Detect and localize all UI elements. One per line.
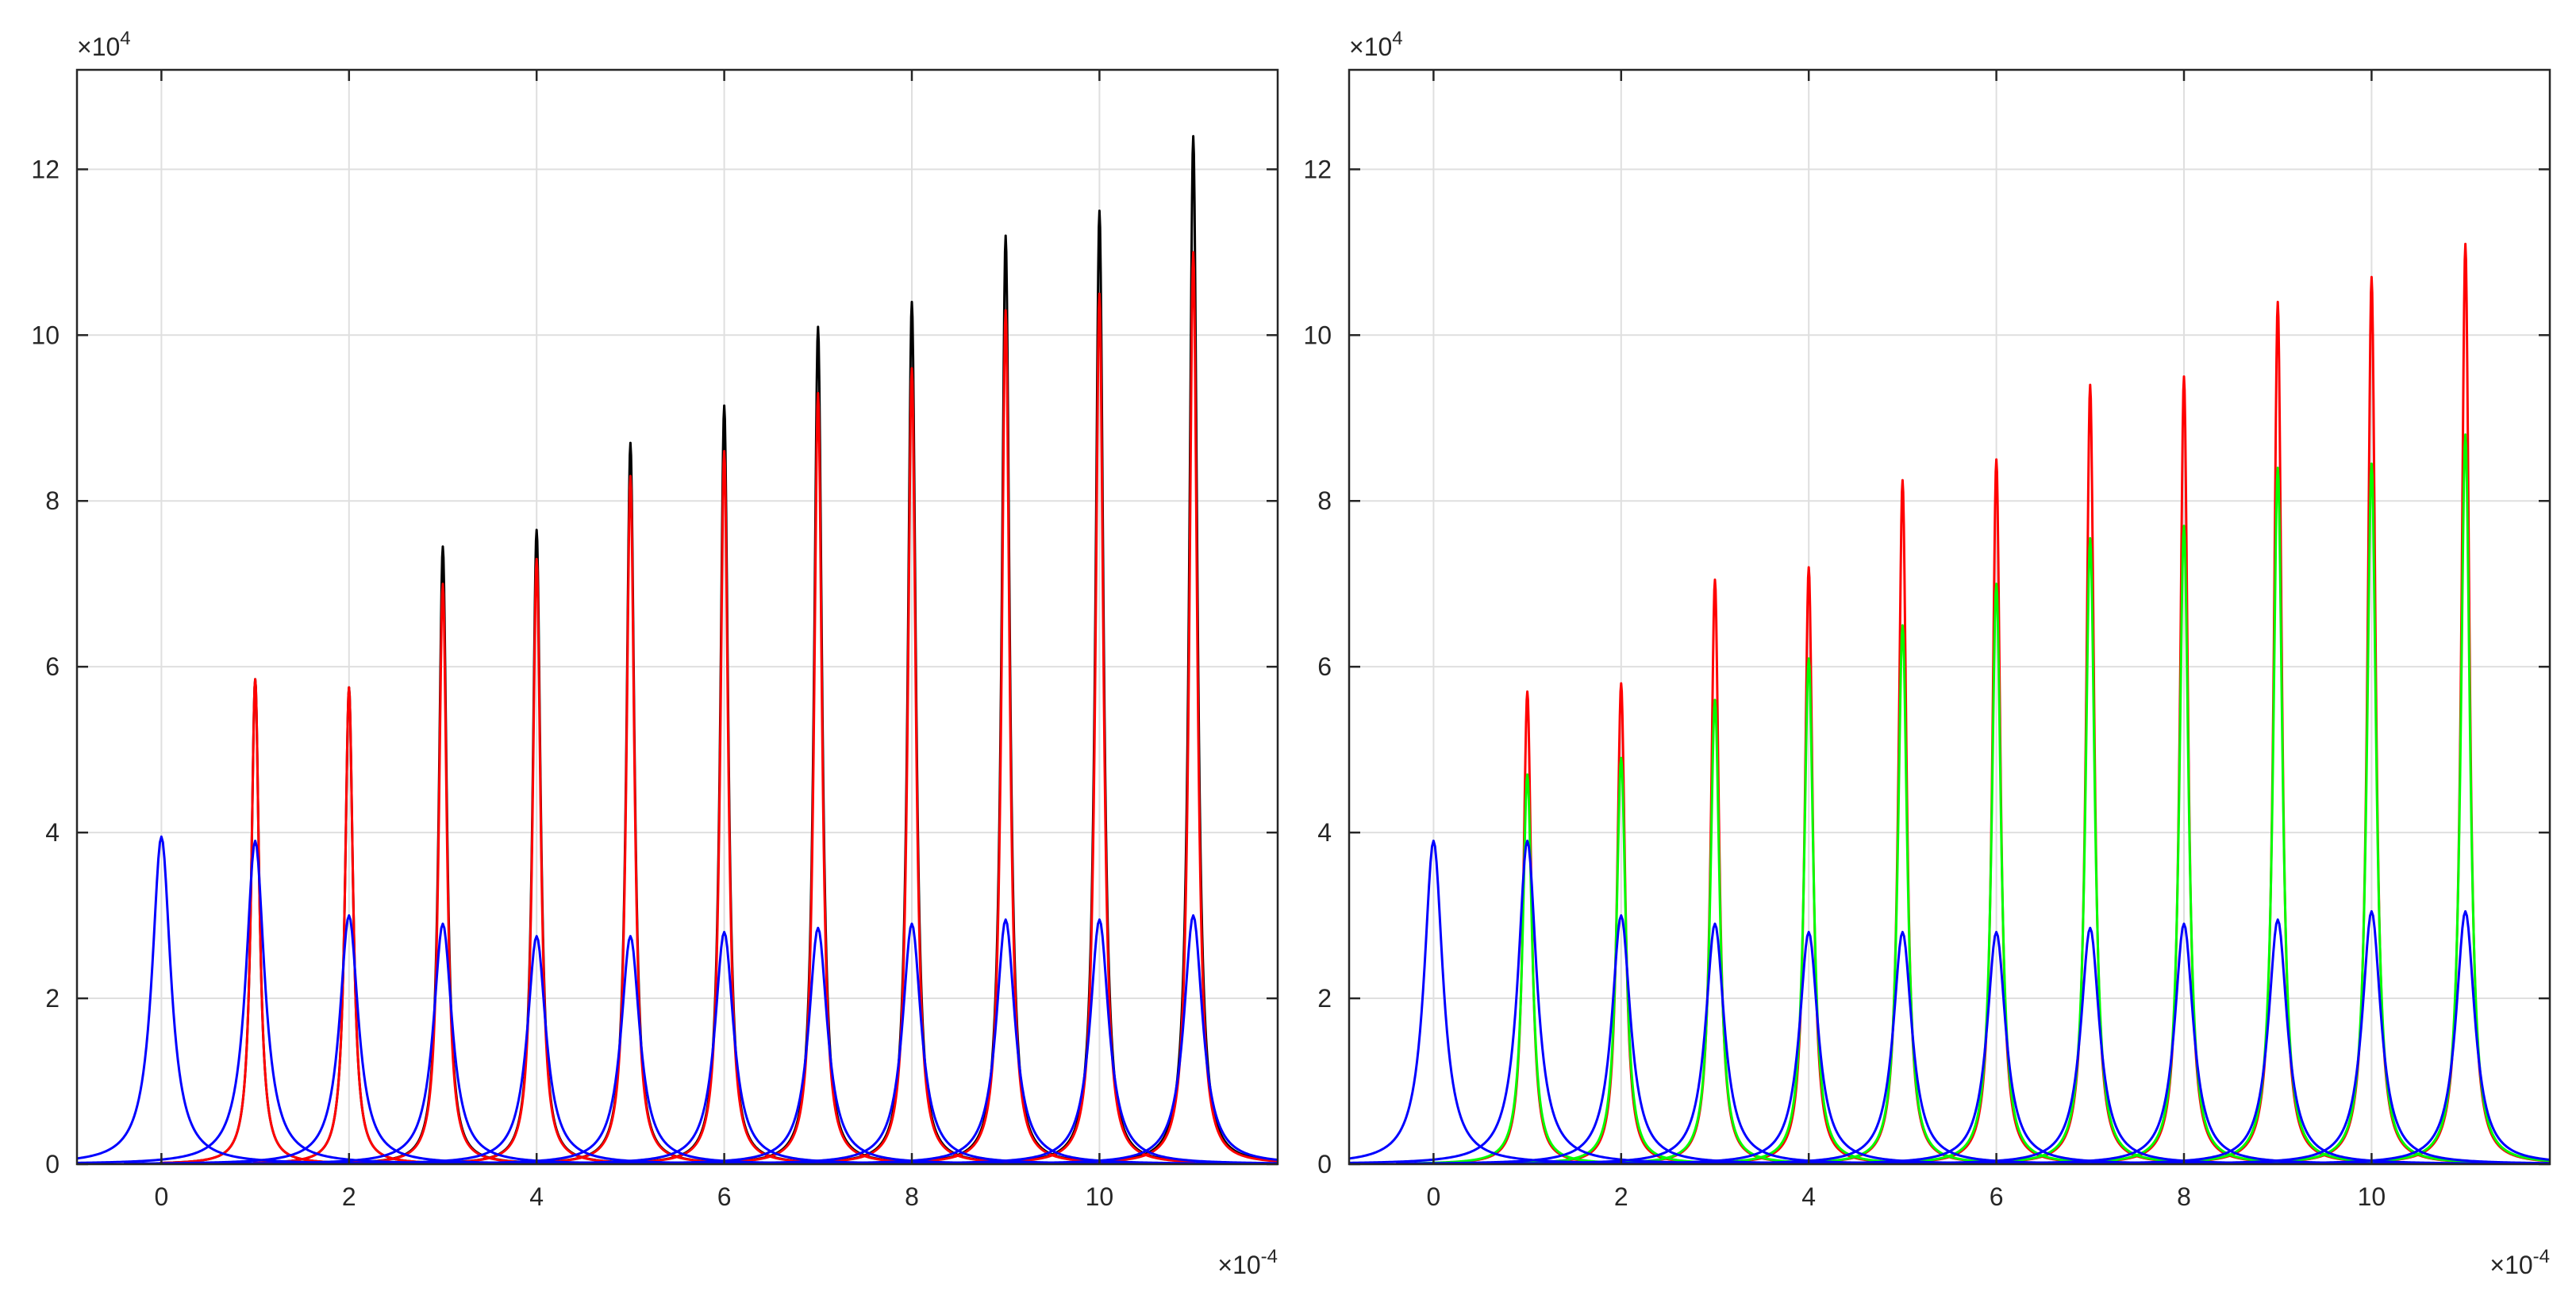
plot-area <box>1349 70 2550 1164</box>
y-tick-label: 6 <box>1317 652 1332 681</box>
y-tick-label: 2 <box>45 984 60 1013</box>
x-tick-label: 4 <box>529 1182 544 1211</box>
x-tick-label: 8 <box>905 1182 919 1211</box>
y-axis-exponent: ×104 <box>77 28 131 61</box>
x-tick-label: 10 <box>1086 1182 1114 1211</box>
peak-red-7 <box>721 391 915 1164</box>
x-tick-label: 2 <box>342 1182 356 1211</box>
y-axis-exponent: ×104 <box>1349 28 1403 61</box>
peak-red-10 <box>1003 292 1196 1163</box>
peak-red-5 <box>534 475 727 1164</box>
x-axis-exponent-base: ×10 <box>1217 1251 1260 1279</box>
series-group <box>77 135 1278 1164</box>
y-tick-label: 2 <box>1317 984 1332 1013</box>
x-tick-label: 2 <box>1614 1182 1628 1211</box>
y-tick-label: 10 <box>31 321 60 349</box>
grid-lines <box>77 70 1278 1165</box>
x-axis-exponent: ×10-4 <box>2489 1246 2550 1279</box>
peak-blue-10 <box>2146 909 2550 1164</box>
peak-red-8 <box>815 367 1009 1163</box>
y-axis-exponent-power: 4 <box>120 28 130 49</box>
peak-green-9 <box>2164 466 2391 1164</box>
y-tick-label: 12 <box>31 155 60 183</box>
x-axis-exponent-base: ×10 <box>2489 1251 2532 1279</box>
x-tick-label: 0 <box>154 1182 168 1211</box>
plot-area <box>77 70 1278 1164</box>
peak-red-9 <box>909 309 1102 1163</box>
peak-blue-11 <box>2240 909 2550 1164</box>
y-tick-label: 8 <box>1317 486 1332 515</box>
x-axis-exponent: ×10-4 <box>1217 1246 1278 1279</box>
axes-box <box>75 68 1279 1166</box>
peak-blue-9 <box>780 918 1231 1164</box>
y-tick-label: 0 <box>45 1150 60 1178</box>
peak-blue-9 <box>2052 918 2503 1164</box>
series-group <box>1349 242 2550 1164</box>
y-tick-label: 0 <box>1317 1150 1332 1178</box>
peak-green-10 <box>2259 462 2485 1164</box>
peak-red-11 <box>1097 251 1278 1163</box>
axes-box <box>1348 68 2551 1166</box>
y-tick-label: 10 <box>1303 321 1332 349</box>
x-tick-label: 10 <box>2358 1182 2386 1211</box>
peak-red-6 <box>628 450 821 1164</box>
x-axis-exponent-power: -4 <box>1261 1246 1278 1267</box>
x-axis-exponent-power: -4 <box>2533 1246 2550 1267</box>
x-tick-label: 6 <box>717 1182 732 1211</box>
grid-lines <box>1349 70 2550 1165</box>
y-tick-label: 4 <box>1317 818 1332 847</box>
y-tick-label: 8 <box>45 486 60 515</box>
peak-blue-10 <box>874 918 1278 1164</box>
peak-green-11 <box>2352 433 2550 1164</box>
y-tick-label: 4 <box>45 818 60 847</box>
y-tick-label: 12 <box>1303 155 1332 183</box>
x-tick-label: 4 <box>1801 1182 1816 1211</box>
x-tick-label: 8 <box>2177 1182 2191 1211</box>
peak-red-4 <box>440 557 633 1164</box>
y-axis-exponent-power: 4 <box>1392 28 1402 49</box>
x-tick-label: 0 <box>1426 1182 1440 1211</box>
peak-blue-11 <box>967 914 1278 1164</box>
y-tick-label: 6 <box>45 652 60 681</box>
x-tick-label: 6 <box>1990 1182 2004 1211</box>
